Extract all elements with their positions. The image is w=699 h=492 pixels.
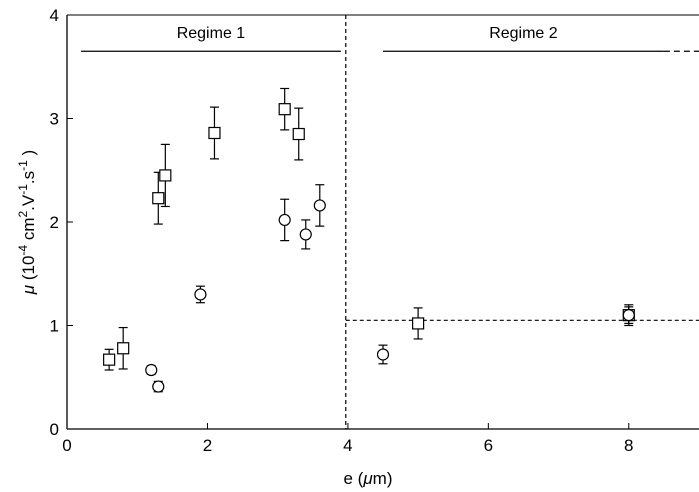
square-marker (103, 353, 116, 366)
square-marker (152, 192, 165, 205)
square-marker (208, 126, 221, 140)
y-tick-label: 3 (50, 110, 59, 129)
x-axis-label: e (μm) (344, 469, 393, 488)
circle-marker (278, 213, 291, 227)
square-marker (292, 127, 305, 141)
data-marks (103, 87, 635, 393)
x-tick-label: 4 (343, 436, 352, 455)
y-tick-label: 0 (50, 420, 59, 439)
square-point (208, 106, 221, 160)
circle-marker (622, 309, 635, 322)
circle-marker (145, 363, 158, 377)
square-point (103, 348, 116, 371)
circle-marker (313, 199, 326, 212)
square-point (159, 143, 172, 208)
x-tick-label: 2 (203, 436, 212, 455)
circle-point (152, 380, 165, 393)
y-axis-label: μ (10-4 cm2.V-1.s-1 ) (16, 150, 38, 295)
circle-point (313, 184, 326, 227)
square-marker (117, 342, 130, 355)
circle-point (299, 219, 312, 250)
circle-marker (376, 348, 390, 361)
circle-point (278, 198, 291, 242)
y-tick-label: 1 (50, 317, 59, 336)
square-marker (412, 317, 425, 330)
x-tick-label: 0 (62, 436, 71, 455)
square-point (117, 326, 130, 370)
circle-point (145, 363, 158, 377)
circle-marker (194, 288, 207, 301)
y-tick-label: 4 (50, 6, 59, 25)
circle-marker (152, 380, 165, 393)
regime-label: Regime 1 (177, 25, 246, 42)
regime-annotations: Regime 1 Regime 2 (81, 15, 699, 429)
square-marker (159, 169, 172, 182)
circle-point (194, 285, 207, 304)
square-marker (278, 103, 291, 116)
square-point (412, 307, 425, 340)
y-tick-label: 2 (50, 213, 59, 232)
axes: 0 2 4 6 8 0 1 2 3 4 (50, 6, 699, 455)
square-point (278, 87, 291, 131)
square-point (292, 107, 305, 161)
x-tick-label: 6 (484, 436, 493, 455)
x-tick-label: 8 (624, 436, 633, 455)
circle-marker (299, 228, 312, 241)
circle-point (622, 306, 635, 325)
circle-point (376, 344, 390, 365)
regime-label: Regime 2 (489, 25, 558, 42)
